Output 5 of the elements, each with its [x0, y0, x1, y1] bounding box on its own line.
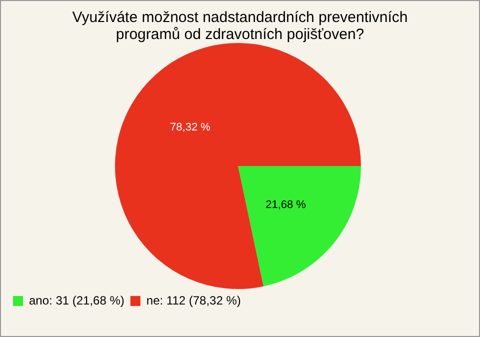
data-label: 78,32 % [170, 121, 211, 134]
legend-label: ano: 31 (21,68 %) [29, 293, 124, 308]
chart-title: Využíváte možnost nadstandardních preventivních programů od zdravotních pojišťoven? [71, 9, 409, 43]
legend-label: ne: 112 (78,32 %) [146, 293, 241, 308]
data-label: 21,68 % [266, 198, 306, 211]
